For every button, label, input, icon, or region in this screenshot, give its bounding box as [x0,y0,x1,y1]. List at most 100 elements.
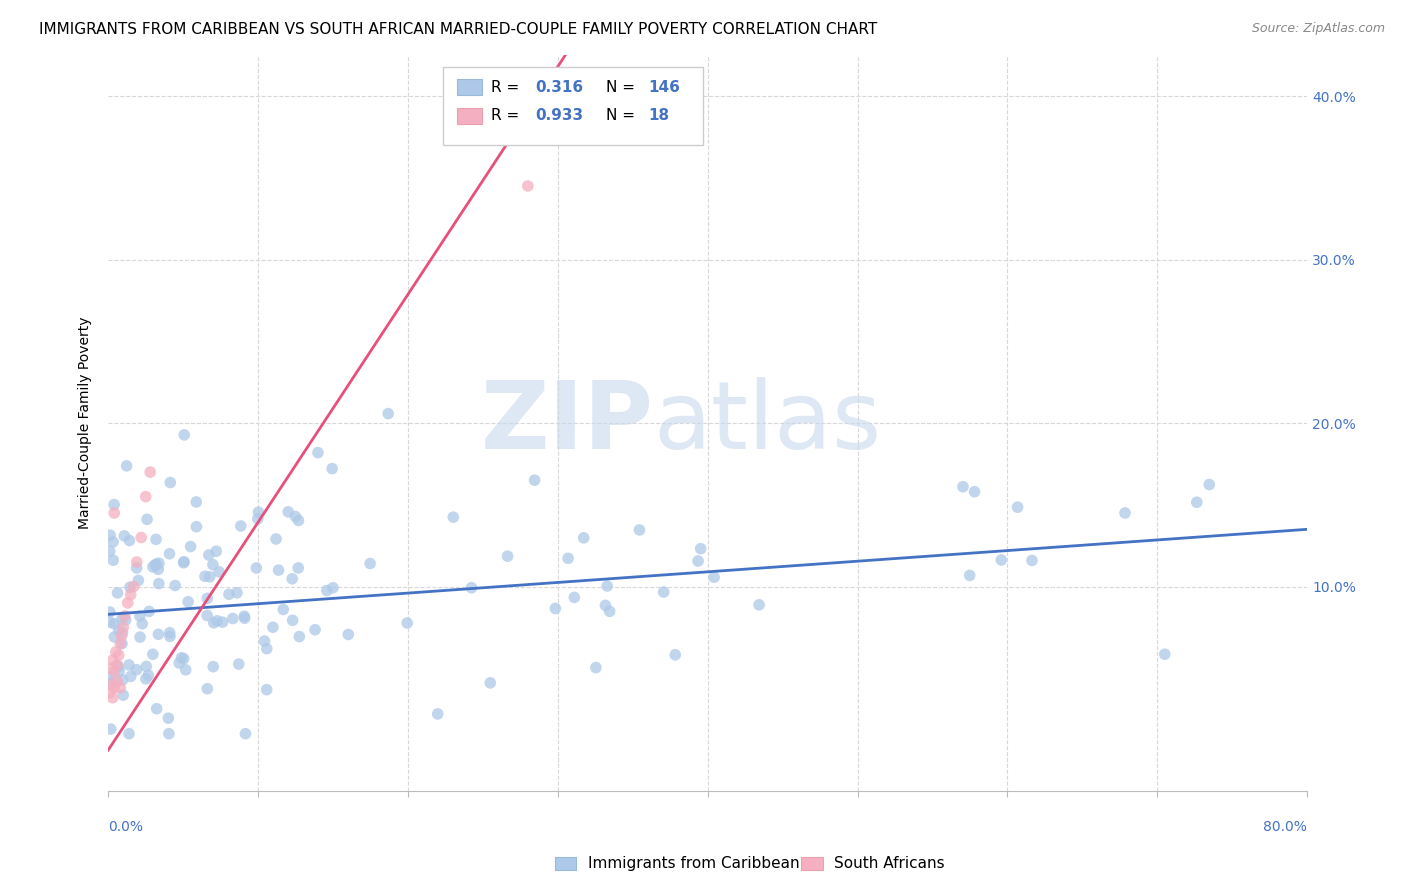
Point [205,614,228,628]
Point [202,659,225,673]
Point [110,681,132,695]
Point [120,588,142,602]
Point [426,706,449,721]
Point [596,579,619,593]
Point [173,652,195,666]
Point [703,570,725,584]
Point [264,532,287,546]
Point [105,674,128,689]
Point [321,461,343,475]
Text: Source: ZipAtlas.com: Source: ZipAtlas.com [1251,22,1385,36]
Point [138,668,160,682]
Point [107,586,129,600]
Point [218,587,240,601]
Point [103,498,125,512]
Point [226,586,249,600]
Point [112,688,135,702]
Point [118,533,141,548]
Point [572,531,595,545]
Point [135,659,157,673]
Point [111,629,134,643]
Point [165,578,187,592]
Point [145,533,167,547]
Point [222,611,245,625]
Point [959,568,981,582]
Point [205,544,228,558]
Point [686,554,709,568]
Point [101,534,124,549]
Point [103,616,125,631]
Point [281,613,304,627]
Point [103,681,125,695]
Point [117,596,139,610]
Point [287,513,309,527]
Point [253,634,276,648]
Point [111,625,134,640]
Point [180,540,202,554]
Point [523,473,546,487]
Point [100,670,122,684]
Point [136,512,159,526]
Point [114,609,136,624]
Point [120,669,142,683]
Point [100,678,122,692]
Point [139,465,162,479]
Point [107,623,129,637]
Point [202,615,225,630]
Point [228,657,250,671]
Point [963,484,986,499]
Point [159,630,181,644]
Point [198,548,221,562]
Point [107,659,129,673]
Point [235,727,257,741]
Text: R =: R = [491,109,529,123]
Point [288,630,311,644]
Point [148,576,170,591]
Point [138,604,160,618]
Point [173,428,195,442]
Point [107,648,129,663]
Point [1114,506,1136,520]
Point [316,583,339,598]
Point [100,722,122,736]
Text: atlas: atlas [654,377,882,469]
Point [129,630,152,644]
Text: N =: N = [606,80,640,95]
Point [208,565,231,579]
Point [304,623,326,637]
Point [110,637,132,651]
Point [287,561,309,575]
Point [118,580,141,594]
Point [103,665,125,679]
Point [396,615,419,630]
Point [233,611,256,625]
Point [115,458,138,473]
Text: 18: 18 [648,109,669,123]
Point [337,627,360,641]
Point [277,505,299,519]
Point [135,490,157,504]
Point [460,581,482,595]
Point [195,681,218,696]
Point [186,519,208,533]
Point [112,620,135,634]
Point [98,528,121,542]
Text: Immigrants from Caribbean: Immigrants from Caribbean [588,856,800,871]
Point [159,475,181,490]
Point [201,558,224,572]
Point [98,544,121,558]
Point [595,599,617,613]
Point [247,505,270,519]
Text: ZIP: ZIP [481,377,654,469]
Point [229,519,252,533]
Point [516,178,538,193]
Point [112,529,135,543]
Text: N =: N = [606,109,645,123]
Point [104,645,127,659]
Point [952,480,974,494]
Y-axis label: Married-Couple Family Poverty: Married-Couple Family Poverty [79,317,93,529]
Point [195,608,218,623]
Point [194,569,217,583]
Point [111,637,134,651]
Point [256,682,278,697]
